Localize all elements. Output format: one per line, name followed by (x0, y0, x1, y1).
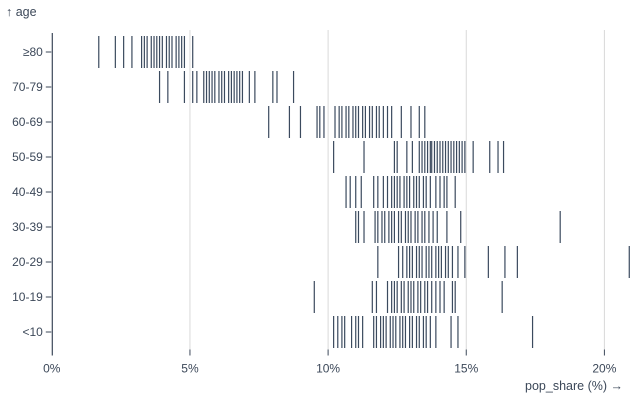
x-tick-label: 10% (316, 362, 340, 376)
axes: ≥80 70-79 60-69 50-59 40-49 30-39 20-29 10-19 <1… (12, 33, 617, 376)
y-tick-label: <10 (22, 325, 43, 339)
y-tick-label: 40-49 (12, 185, 43, 199)
x-tick-label: 20% (592, 362, 616, 376)
y-tick-label: 20-29 (12, 255, 43, 269)
x-tick-label: 5% (181, 362, 199, 376)
x-axis-title: pop_share (%) → (525, 379, 623, 393)
x-tick-label: 0% (43, 362, 61, 376)
y-tick-label: 30-39 (12, 220, 43, 234)
tick-marks (98, 36, 630, 348)
y-tick-label: 70-79 (12, 80, 43, 94)
y-tick-label: 50-59 (12, 150, 43, 164)
y-tick-label: 10-19 (12, 290, 43, 304)
y-tick-label: ≥80 (23, 45, 43, 59)
gridlines (189, 30, 605, 350)
y-axis-title: ↑ age (6, 5, 37, 19)
x-tick-label: 15% (454, 362, 478, 376)
y-tick-label: 60-69 (12, 115, 43, 129)
